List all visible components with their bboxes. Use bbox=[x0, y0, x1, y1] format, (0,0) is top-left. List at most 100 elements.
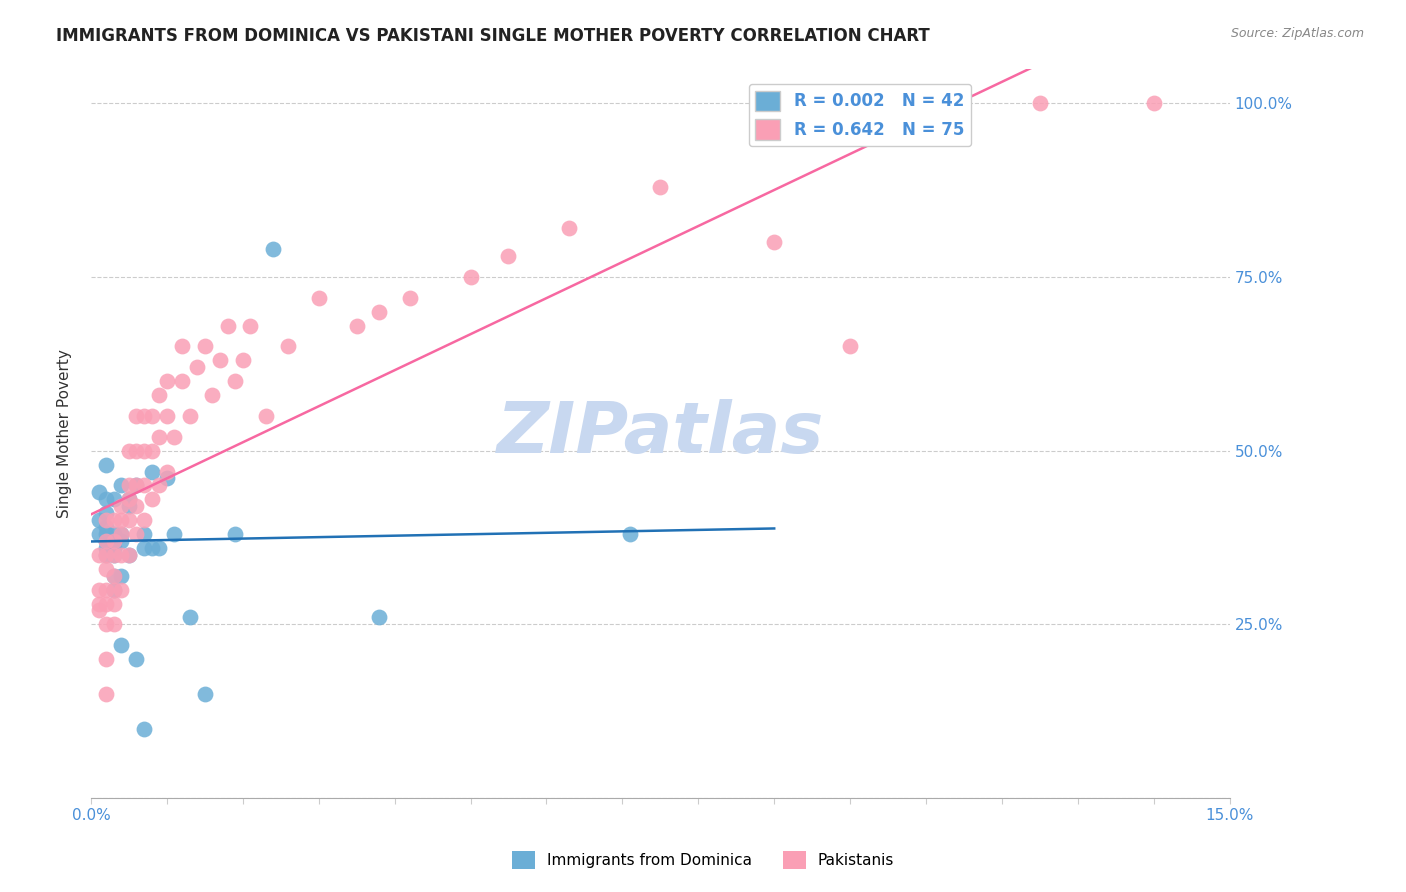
Point bbox=[232, 353, 254, 368]
Point bbox=[94, 597, 117, 611]
Point bbox=[110, 478, 132, 492]
Point bbox=[224, 527, 246, 541]
Point bbox=[763, 235, 786, 250]
Point bbox=[156, 465, 179, 479]
Text: Source: ZipAtlas.com: Source: ZipAtlas.com bbox=[1230, 27, 1364, 40]
Point bbox=[179, 610, 201, 624]
Point bbox=[94, 520, 117, 534]
Point bbox=[118, 478, 141, 492]
Point bbox=[224, 374, 246, 388]
Point bbox=[94, 617, 117, 632]
Point bbox=[262, 242, 284, 256]
Point bbox=[87, 485, 110, 500]
Point bbox=[132, 541, 155, 555]
Point bbox=[915, 131, 938, 145]
Point bbox=[103, 548, 125, 562]
Point bbox=[125, 443, 148, 458]
Point bbox=[118, 443, 141, 458]
Point bbox=[148, 388, 170, 402]
Point bbox=[141, 443, 163, 458]
Point bbox=[110, 513, 132, 527]
Point bbox=[110, 582, 132, 597]
Point bbox=[141, 541, 163, 555]
Point bbox=[103, 568, 125, 582]
Point bbox=[163, 527, 186, 541]
Point bbox=[148, 430, 170, 444]
Point bbox=[94, 533, 117, 548]
Point bbox=[110, 548, 132, 562]
Point bbox=[103, 548, 125, 562]
Point bbox=[110, 527, 132, 541]
Point bbox=[368, 304, 391, 318]
Point bbox=[194, 687, 217, 701]
Point bbox=[141, 492, 163, 507]
Point bbox=[498, 249, 520, 263]
Point bbox=[125, 500, 148, 514]
Point bbox=[118, 500, 141, 514]
Point bbox=[87, 527, 110, 541]
Point bbox=[239, 318, 262, 333]
Point bbox=[201, 388, 224, 402]
Point bbox=[148, 541, 170, 555]
Point bbox=[132, 409, 155, 423]
Text: ZIPatlas: ZIPatlas bbox=[496, 399, 824, 467]
Point bbox=[94, 458, 117, 472]
Point bbox=[87, 597, 110, 611]
Point bbox=[118, 548, 141, 562]
Point bbox=[103, 582, 125, 597]
Point bbox=[94, 687, 117, 701]
Point bbox=[179, 409, 201, 423]
Point bbox=[156, 409, 179, 423]
Point bbox=[186, 360, 208, 375]
Point bbox=[103, 533, 125, 548]
Point bbox=[103, 568, 125, 582]
Point bbox=[103, 527, 125, 541]
Point bbox=[103, 617, 125, 632]
Y-axis label: Single Mother Poverty: Single Mother Poverty bbox=[58, 349, 72, 517]
Point bbox=[118, 513, 141, 527]
Point bbox=[94, 541, 117, 555]
Point bbox=[170, 339, 193, 353]
Legend: R = 0.002   N = 42, R = 0.642   N = 75: R = 0.002 N = 42, R = 0.642 N = 75 bbox=[749, 84, 972, 146]
Point bbox=[1143, 96, 1166, 111]
Point bbox=[94, 548, 117, 562]
Point bbox=[110, 533, 132, 548]
Point bbox=[839, 339, 862, 353]
Point bbox=[87, 513, 110, 527]
Point bbox=[194, 339, 217, 353]
Point bbox=[148, 478, 170, 492]
Point bbox=[308, 291, 330, 305]
Point bbox=[110, 527, 132, 541]
Point bbox=[94, 533, 117, 548]
Point bbox=[558, 221, 581, 235]
Point bbox=[125, 409, 148, 423]
Point bbox=[132, 443, 155, 458]
Point bbox=[87, 582, 110, 597]
Point bbox=[94, 652, 117, 666]
Point bbox=[103, 513, 125, 527]
Point bbox=[125, 652, 148, 666]
Point bbox=[103, 597, 125, 611]
Point bbox=[346, 318, 368, 333]
Point bbox=[398, 291, 420, 305]
Point bbox=[460, 269, 482, 284]
Legend: Immigrants from Dominica, Pakistanis: Immigrants from Dominica, Pakistanis bbox=[506, 845, 900, 875]
Point bbox=[94, 562, 117, 576]
Point bbox=[217, 318, 239, 333]
Point bbox=[208, 353, 231, 368]
Point bbox=[94, 492, 117, 507]
Point bbox=[87, 548, 110, 562]
Point bbox=[141, 409, 163, 423]
Point bbox=[156, 374, 179, 388]
Point bbox=[103, 582, 125, 597]
Point bbox=[156, 471, 179, 485]
Point bbox=[110, 638, 132, 652]
Point bbox=[368, 610, 391, 624]
Point bbox=[118, 492, 141, 507]
Point bbox=[125, 478, 148, 492]
Point bbox=[254, 409, 277, 423]
Point bbox=[619, 527, 641, 541]
Point bbox=[132, 722, 155, 736]
Point bbox=[1029, 96, 1052, 111]
Point bbox=[170, 374, 193, 388]
